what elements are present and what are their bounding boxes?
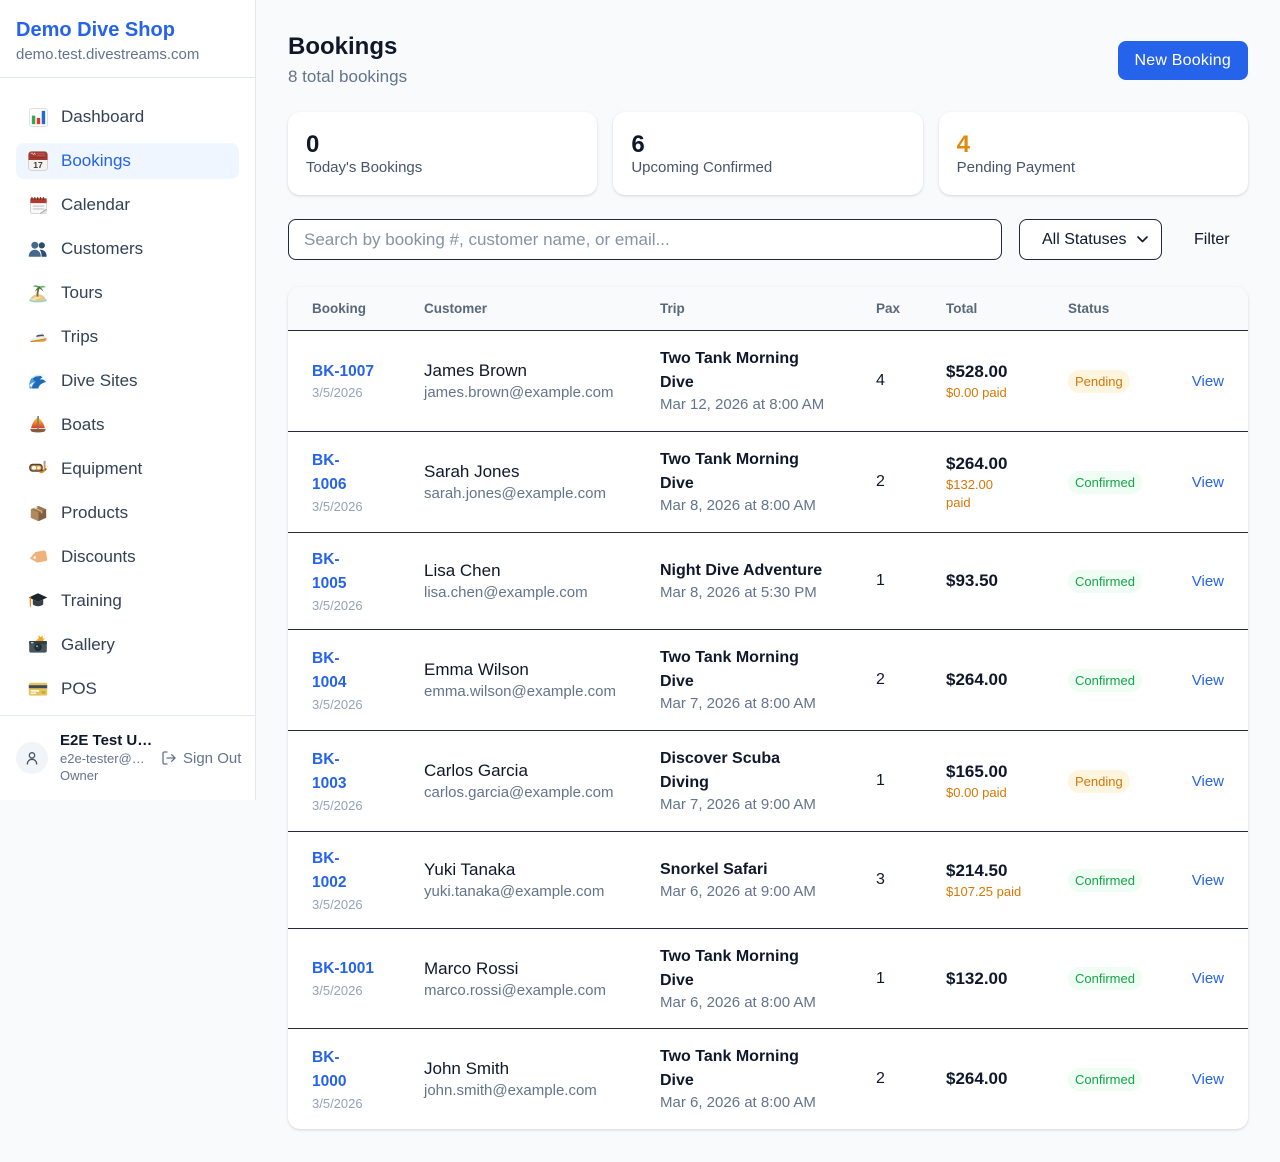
svg-text:17: 17 <box>33 160 43 170</box>
